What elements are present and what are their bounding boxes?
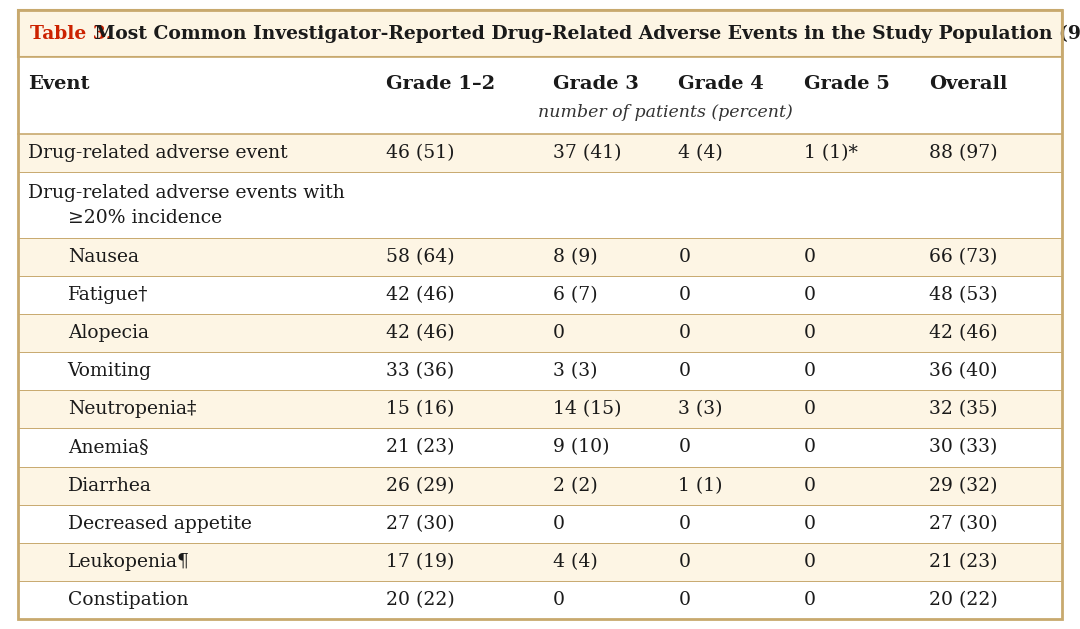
Text: 0: 0 <box>678 286 690 304</box>
Text: 8 (9): 8 (9) <box>553 248 598 266</box>
Text: 4 (4): 4 (4) <box>678 145 724 162</box>
Text: 3 (3): 3 (3) <box>678 400 723 418</box>
Bar <box>18 135 1062 172</box>
Text: Table 3.: Table 3. <box>30 25 112 43</box>
Bar <box>18 352 1062 390</box>
Text: Constipation: Constipation <box>68 591 188 609</box>
Text: 30 (33): 30 (33) <box>929 438 998 457</box>
Text: 42 (46): 42 (46) <box>929 324 998 342</box>
Text: 0: 0 <box>804 286 815 304</box>
Text: 21 (23): 21 (23) <box>929 553 998 571</box>
Text: 1 (1)*: 1 (1)* <box>804 145 858 162</box>
Text: 0: 0 <box>678 438 690 457</box>
Text: 0: 0 <box>804 362 815 380</box>
Text: 20 (22): 20 (22) <box>387 591 455 609</box>
Text: 29 (32): 29 (32) <box>929 477 998 494</box>
Text: Event: Event <box>28 75 90 93</box>
Text: 0: 0 <box>678 248 690 266</box>
Text: 21 (23): 21 (23) <box>387 438 455 457</box>
Text: Grade 1–2: Grade 1–2 <box>387 75 496 93</box>
Text: 66 (73): 66 (73) <box>929 248 998 266</box>
Text: Drug-related adverse events with: Drug-related adverse events with <box>28 184 345 203</box>
Text: 27 (30): 27 (30) <box>387 515 455 533</box>
Text: Alopecia: Alopecia <box>68 324 149 342</box>
Text: 0: 0 <box>553 591 565 609</box>
Text: 88 (97): 88 (97) <box>929 145 998 162</box>
Text: 58 (64): 58 (64) <box>387 248 455 266</box>
Text: 32 (35): 32 (35) <box>929 400 998 418</box>
Text: Most Common Investigator-Reported Drug-Related Adverse Events in the Study Popul: Most Common Investigator-Reported Drug-R… <box>87 25 1080 43</box>
Text: 0: 0 <box>804 248 815 266</box>
Bar <box>18 467 1062 504</box>
Bar <box>18 390 1062 428</box>
Text: 26 (29): 26 (29) <box>387 477 455 494</box>
Text: 33 (36): 33 (36) <box>387 362 455 380</box>
Text: 48 (53): 48 (53) <box>929 286 998 304</box>
Text: 1 (1): 1 (1) <box>678 477 723 494</box>
Bar <box>18 10 1062 57</box>
Bar <box>18 314 1062 352</box>
Text: 0: 0 <box>804 324 815 342</box>
Text: Vomiting: Vomiting <box>68 362 151 380</box>
Text: Decreased appetite: Decreased appetite <box>68 515 252 533</box>
Text: 2 (2): 2 (2) <box>553 477 598 494</box>
Text: 0: 0 <box>553 515 565 533</box>
Text: 0: 0 <box>678 324 690 342</box>
Text: 6 (7): 6 (7) <box>553 286 598 304</box>
Text: 42 (46): 42 (46) <box>387 324 455 342</box>
Bar <box>18 276 1062 314</box>
Text: Grade 3: Grade 3 <box>553 75 639 93</box>
Text: 0: 0 <box>678 362 690 380</box>
Text: 0: 0 <box>553 324 565 342</box>
Text: 0: 0 <box>804 553 815 571</box>
Text: Diarrhea: Diarrhea <box>68 477 151 494</box>
Text: 46 (51): 46 (51) <box>387 145 455 162</box>
Text: 15 (16): 15 (16) <box>387 400 455 418</box>
Text: 3 (3): 3 (3) <box>553 362 597 380</box>
Bar <box>18 172 1062 238</box>
Bar <box>18 57 1062 135</box>
Text: 0: 0 <box>804 591 815 609</box>
Bar <box>18 238 1062 276</box>
Text: Neutropenia‡: Neutropenia‡ <box>68 400 197 418</box>
Text: 36 (40): 36 (40) <box>929 362 998 380</box>
Text: ≥20% incidence: ≥20% incidence <box>68 209 221 227</box>
Text: Nausea: Nausea <box>68 248 138 266</box>
Text: Grade 4: Grade 4 <box>678 75 765 93</box>
Text: Drug-related adverse event: Drug-related adverse event <box>28 145 287 162</box>
Text: number of patients (percent): number of patients (percent) <box>538 104 793 121</box>
Text: 0: 0 <box>804 515 815 533</box>
Text: 0: 0 <box>678 553 690 571</box>
Text: 20 (22): 20 (22) <box>929 591 998 609</box>
Bar <box>18 504 1062 543</box>
Bar <box>18 581 1062 619</box>
Text: 27 (30): 27 (30) <box>929 515 998 533</box>
Text: 0: 0 <box>804 400 815 418</box>
Text: 42 (46): 42 (46) <box>387 286 455 304</box>
Text: 0: 0 <box>678 591 690 609</box>
Text: 14 (15): 14 (15) <box>553 400 622 418</box>
Text: 17 (19): 17 (19) <box>387 553 455 571</box>
Text: Fatigue†: Fatigue† <box>68 286 148 304</box>
Text: 0: 0 <box>678 515 690 533</box>
Bar <box>18 428 1062 467</box>
Text: 37 (41): 37 (41) <box>553 145 622 162</box>
Text: 9 (10): 9 (10) <box>553 438 610 457</box>
Text: Grade 5: Grade 5 <box>804 75 890 93</box>
Text: Overall: Overall <box>929 75 1008 93</box>
Text: Leukopenia¶: Leukopenia¶ <box>68 553 190 571</box>
Text: 4 (4): 4 (4) <box>553 553 598 571</box>
Text: 0: 0 <box>804 438 815 457</box>
Bar <box>18 543 1062 581</box>
Text: 0: 0 <box>804 477 815 494</box>
Text: Anemia§: Anemia§ <box>68 438 148 457</box>
